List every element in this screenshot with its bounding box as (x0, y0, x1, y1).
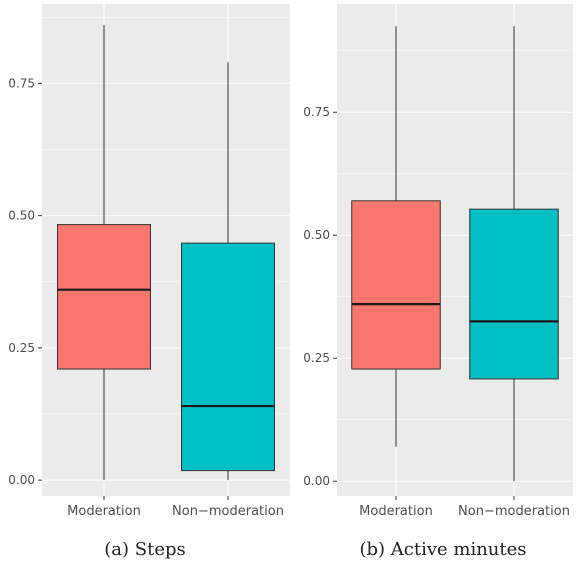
panel-caption: (a) Steps (104, 539, 185, 560)
y-tick-label: 0.75 (303, 105, 330, 119)
panel-caption: (b) Active minutes (359, 539, 526, 560)
box-non-moderation (181, 242, 275, 472)
steps-panel: 0.00 0.25 0.50 0.75 Moderation Non−moderation… (8, 4, 290, 560)
x-category-label: Non−moderation (458, 504, 570, 519)
y-tick-label: 0.50 (8, 209, 35, 223)
active-minutes-panel: 0.00 0.25 0.50 0.75 Moderation Non−moderation… (303, 4, 573, 560)
y-tick-label: 0.75 (8, 76, 35, 90)
box-non-moderation (469, 208, 559, 380)
x-category-label: Non−moderation (172, 504, 284, 519)
x-category-label: Moderation (359, 504, 433, 519)
y-tick-label: 0.00 (303, 474, 330, 488)
box-moderation (57, 224, 151, 370)
box-moderation (351, 200, 441, 370)
y-tick-label: 0.25 (303, 351, 330, 365)
x-category-label: Moderation (67, 504, 141, 519)
y-tick-label: 0.00 (8, 473, 35, 487)
y-tick-label: 0.25 (8, 341, 35, 355)
y-tick-label: 0.50 (303, 228, 330, 242)
